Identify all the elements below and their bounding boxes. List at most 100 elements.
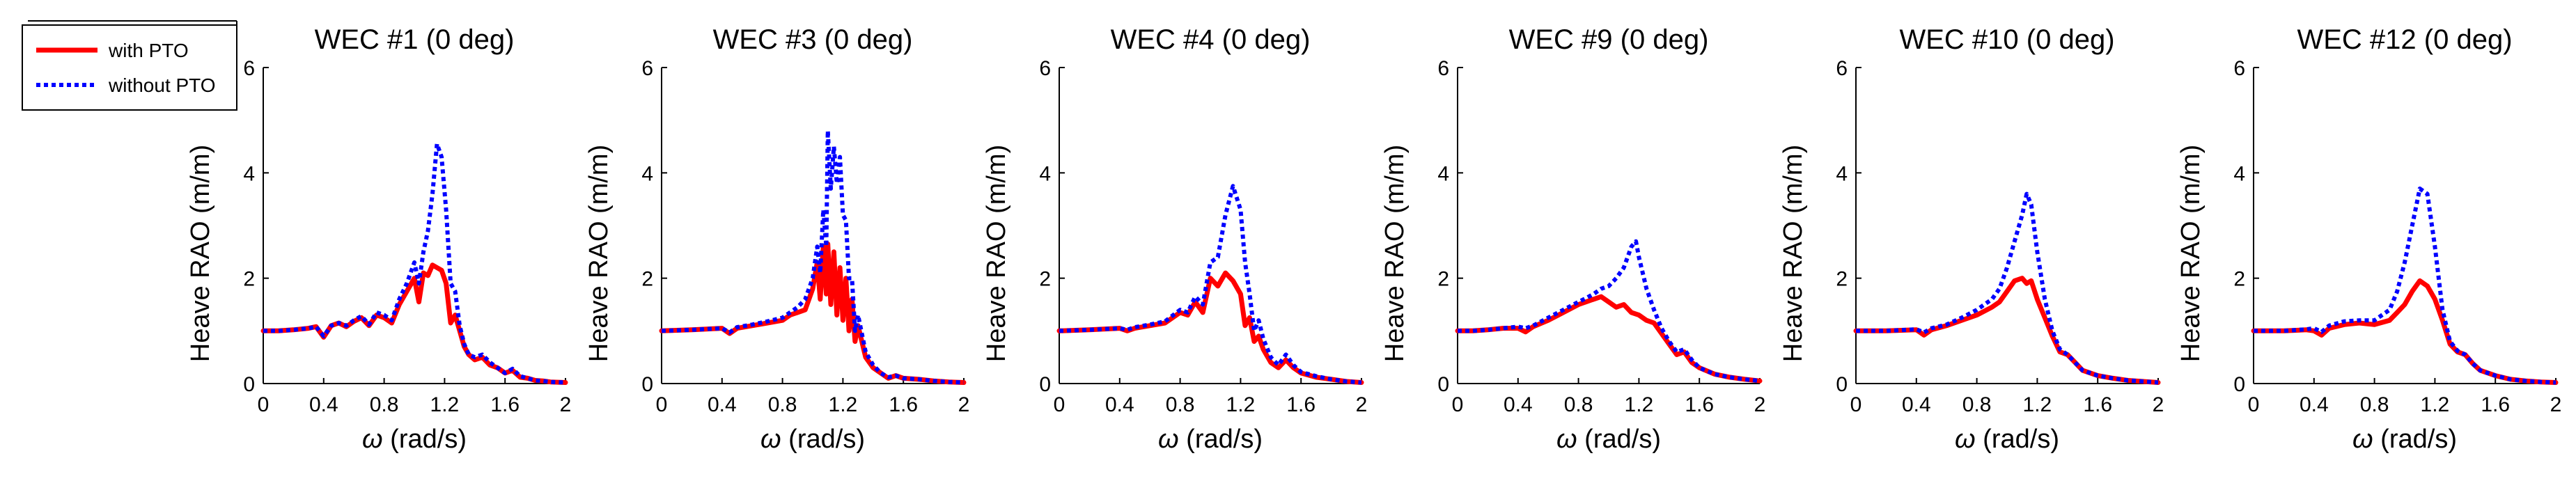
series-line-with-pto: [1853, 276, 2161, 385]
x-tick-label: 2: [1356, 393, 1368, 416]
y-tick-label: 4: [2233, 162, 2245, 185]
legend-label-1: with PTO: [108, 40, 189, 61]
x-tick-label: 0.8: [1962, 393, 1992, 416]
panel-title: WEC #10 (0 deg): [1899, 24, 2114, 55]
x-tick-label: 2: [1754, 393, 1766, 416]
x-tick-label: 0.4: [1105, 393, 1134, 416]
x-tick-label: 0: [1054, 393, 1065, 416]
x-tick-label: 2: [2153, 393, 2164, 416]
x-tick-label: 0.8: [768, 393, 797, 416]
y-tick-label: 6: [1836, 57, 1848, 80]
x-axis-unit: (rad/s): [383, 425, 467, 454]
x-axis-symbol: ω: [362, 425, 383, 454]
y-tick-label: 6: [641, 57, 653, 80]
x-tick-label: 1.6: [1685, 393, 1714, 416]
legend: with PTO without PTO: [22, 20, 237, 111]
x-tick-label: 0.4: [1902, 393, 1931, 416]
x-tick-label: 2: [560, 393, 572, 416]
x-tick-label: 0.8: [1564, 393, 1593, 416]
series-line-with-pto: [659, 242, 967, 385]
x-tick-label: 1.2: [829, 393, 858, 416]
x-axis-symbol: ω: [1955, 425, 1976, 454]
y-tick-label: 2: [641, 268, 653, 291]
x-tick-label: 0.8: [1166, 393, 1195, 416]
panel-6: WEC #12 (0 deg) 0 0.4 0.8 1.2 1.6 2 0 2 4 6 Heave R…: [2176, 24, 2561, 454]
x-axis-unit: (rad/s): [2373, 425, 2457, 454]
legend-label-2: without PTO: [108, 74, 216, 96]
x-tick-label: 2: [958, 393, 970, 416]
x-tick-label: 1.2: [430, 393, 460, 416]
x-tick-label: 1.2: [1226, 393, 1256, 416]
x-tick-label: 1.6: [2481, 393, 2510, 416]
x-tick-label: 0.4: [708, 393, 737, 416]
series-line-without-pto: [1059, 184, 1362, 385]
panel-title: WEC #4 (0 deg): [1111, 24, 1311, 55]
y-tick-label: 4: [243, 162, 255, 185]
series-line-without-pto: [1458, 239, 1761, 384]
y-axis-label: Heave RAO (m/m): [584, 145, 614, 362]
y-tick-label: 2: [2233, 268, 2245, 291]
y-tick-label: 2: [1836, 268, 1848, 291]
x-axis-unit: (rad/s): [1976, 425, 2059, 454]
x-tick-label: 1.2: [1625, 393, 1654, 416]
y-tick-label: 0: [243, 373, 255, 396]
x-tick-label: 1.2: [2421, 393, 2450, 416]
x-axis-symbol: ω: [2352, 425, 2373, 454]
x-axis-label: ω (rad/s): [760, 425, 865, 454]
y-axis-label: Heave RAO (m/m): [186, 145, 215, 362]
x-tick-label: 1.6: [1286, 393, 1316, 416]
x-tick-label: 2: [2550, 393, 2562, 416]
series-line-without-pto: [2254, 187, 2557, 385]
y-tick-label: 0: [1039, 373, 1051, 396]
x-tick-label: 0.8: [370, 393, 399, 416]
panel-title: WEC #9 (0 deg): [1509, 24, 1709, 55]
x-tick-label: 0: [258, 393, 270, 416]
series-line-without-pto: [263, 141, 566, 385]
x-axis-label: ω (rad/s): [1955, 425, 2059, 454]
panel-title: WEC #12 (0 deg): [2297, 24, 2512, 55]
y-tick-label: 2: [1039, 268, 1051, 291]
x-tick-label: 1.6: [490, 393, 520, 416]
y-tick-label: 6: [1039, 57, 1051, 80]
series-line-with-pto: [1056, 270, 1364, 385]
y-tick-label: 4: [1437, 162, 1449, 185]
x-axis-unit: (rad/s): [1577, 425, 1661, 454]
y-tick-label: 0: [1836, 373, 1848, 396]
x-tick-label: 0: [656, 393, 668, 416]
y-tick-label: 4: [1039, 162, 1051, 185]
y-tick-label: 6: [2233, 57, 2245, 80]
series-line-with-pto: [260, 262, 568, 385]
panel-title: WEC #3 (0 deg): [713, 24, 913, 55]
x-tick-label: 1.2: [2023, 393, 2052, 416]
legend-box: [22, 24, 237, 111]
x-axis-label: ω (rad/s): [1158, 425, 1263, 454]
y-axis-label: Heave RAO (m/m): [2176, 145, 2206, 362]
y-tick-label: 0: [2233, 373, 2245, 396]
x-axis-label: ω (rad/s): [1556, 425, 1661, 454]
y-tick-label: 0: [1437, 373, 1449, 396]
panel-5: WEC #10 (0 deg) 0 0.4 0.8 1.2 1.6 2 0 2 4 6 Heave R…: [1779, 24, 2164, 454]
x-axis-symbol: ω: [1556, 425, 1577, 454]
series-line-with-pto: [2251, 278, 2559, 385]
x-tick-label: 1.6: [889, 393, 918, 416]
x-tick-label: 0.8: [2360, 393, 2389, 416]
series-line-with-pto: [1455, 294, 1763, 384]
panel-title: WEC #1 (0 deg): [315, 24, 515, 55]
x-tick-label: 0.4: [2300, 393, 2329, 416]
y-tick-label: 6: [243, 57, 255, 80]
x-axis-unit: (rad/s): [1179, 425, 1263, 454]
x-tick-label: 0: [1452, 393, 1464, 416]
series-line-without-pto: [1856, 191, 2159, 385]
panel-4: WEC #9 (0 deg) 0 0.4 0.8 1.2 1.6 2 0 2 4 6 Heave RA…: [1380, 24, 1765, 454]
x-tick-label: 0.4: [1504, 393, 1533, 416]
panel-3: WEC #4 (0 deg) 0 0.4 0.8 1.2 1.6 2 0 2 4 6 Heave RA…: [982, 24, 1367, 454]
x-axis-symbol: ω: [1158, 425, 1179, 454]
x-axis-unit: (rad/s): [781, 425, 865, 454]
y-tick-label: 4: [1836, 162, 1848, 185]
series-line-without-pto: [661, 128, 965, 385]
x-axis-label: ω (rad/s): [2352, 425, 2457, 454]
y-axis-label: Heave RAO (m/m): [982, 145, 1011, 362]
x-tick-label: 1.6: [2083, 393, 2112, 416]
x-tick-label: 0.4: [309, 393, 338, 416]
